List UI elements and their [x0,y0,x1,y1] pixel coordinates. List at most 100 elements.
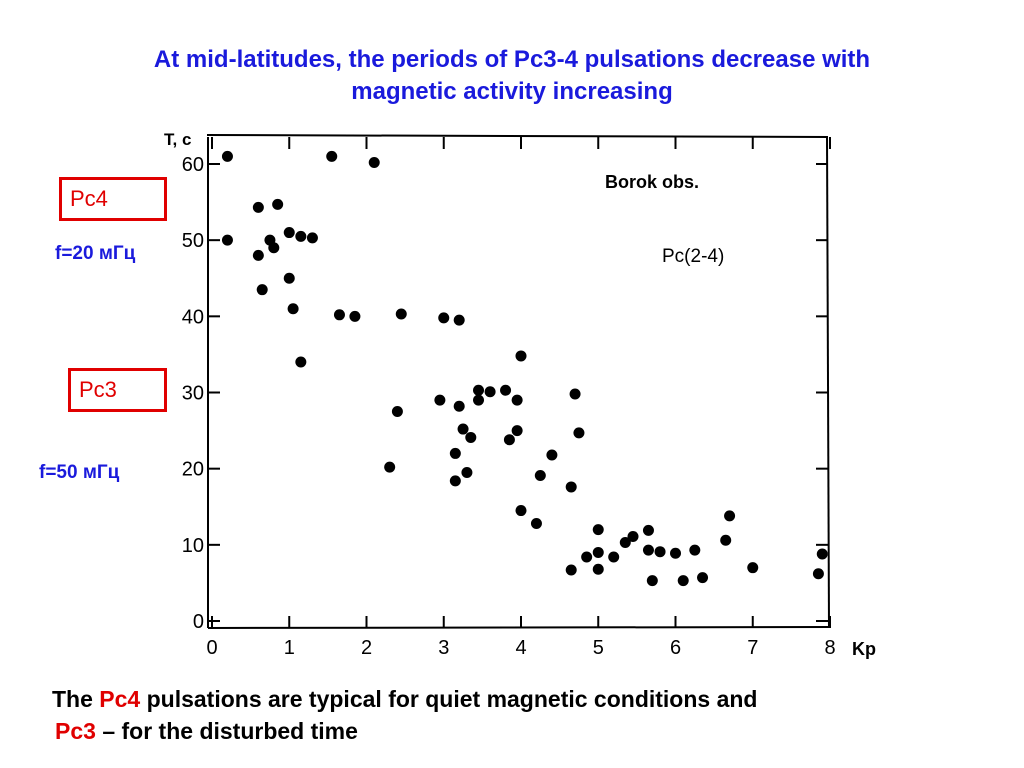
data-point [573,427,585,439]
data-point [654,546,666,558]
data-point [283,227,295,239]
data-point [747,562,759,574]
y-tick-label: 60 [182,154,204,176]
data-point [565,564,577,576]
data-point [349,310,361,322]
data-point [724,510,736,522]
y-tick-labels: 0 10 20 30 40 50 60 [182,154,204,633]
data-point [546,449,558,461]
data-point [592,546,604,558]
data-point [449,447,461,459]
data-point [689,544,701,556]
slide-title-line1: At mid-latitudes, the periods of Pc3-4 p… [153,46,871,73]
data-point [272,198,284,210]
x-tick-label: 5 [593,637,604,659]
footer-text: The Pc4 pulsations are typical for quiet… [52,683,757,747]
data-point [642,544,654,556]
data-point [295,356,307,368]
footer-pc4: Pc4 [99,686,141,712]
data-point [530,518,542,530]
data-point [720,534,732,546]
data-points [221,150,828,587]
data-point [453,314,465,326]
data-point [515,350,527,362]
data-point [511,394,523,406]
data-point [592,524,604,536]
y-tick-label: 40 [182,306,204,328]
data-point [592,563,604,575]
data-point [565,481,577,493]
x-tick-label: 7 [747,637,758,659]
data-point [391,406,403,418]
y-tick-label: 30 [182,383,204,405]
data-point [812,568,824,580]
data-point [395,308,407,320]
pc4-box: Pc4 [59,177,167,221]
y-tick-label: 10 [182,535,204,557]
data-point [534,470,546,482]
scatter-chart: 0 10 20 30 40 50 60 0 1 2 3 4 5 6 7 8 T, c Kp Borok ob… [164,130,876,659]
data-point [515,505,527,517]
pc4-frequency: f=20 мГц [55,243,136,264]
data-point [221,234,233,246]
data-point [581,551,593,563]
data-point [295,230,307,242]
data-point [670,547,681,559]
data-point [511,425,523,437]
x-tick-label: 2 [361,637,372,659]
data-point [326,150,338,162]
data-point [465,431,477,443]
y-tick-label: 0 [193,611,204,633]
station-label: Borok obs. [605,172,699,192]
footer-part1: The [52,686,100,712]
data-point [268,242,280,254]
data-point [473,394,485,406]
data-point [306,232,318,244]
x-axis-label: Kp [852,639,876,659]
data-point [503,434,515,446]
data-point [221,150,233,162]
data-point [646,575,658,587]
pc-annotation: Pc(2-4) [662,246,724,267]
pc3-frequency: f=50 мГц [39,462,120,483]
data-point [473,384,485,396]
footer-part3: – for the disturbed time [95,718,358,744]
data-point [457,423,469,435]
data-point [608,551,620,563]
pc3-label: Pc3 [79,377,117,402]
data-point [619,537,631,549]
data-point [677,575,689,587]
footer-pc3: Pc3 [55,718,96,744]
chart-frame [206,134,831,629]
data-point [569,388,581,400]
data-point [461,466,473,478]
x-tick-label: 4 [515,637,526,659]
pc4-label: Pc4 [70,186,108,211]
data-point [500,384,512,396]
data-point [287,303,299,315]
x-tick-label: 6 [670,637,681,659]
data-point [333,309,345,321]
footer-part2: pulsations are typical for quiet magneti… [140,686,758,712]
data-point [449,475,461,487]
x-tick-label: 8 [824,637,835,659]
data-point [252,201,264,213]
data-point [453,400,465,412]
pc3-box: Pc3 [68,368,167,412]
footer-line2: Pc3 – for the disturbed time [52,715,757,747]
x-tick-label: 3 [438,637,449,659]
y-tick-label: 20 [182,459,204,481]
data-point [484,386,496,398]
data-point [384,461,396,473]
y-tick-label: 50 [182,230,204,252]
x-tick-label: 0 [206,637,217,659]
data-point [252,249,264,261]
x-tick-label: 1 [284,637,295,659]
data-point [627,530,639,542]
data-point [256,284,268,296]
data-point [283,272,295,284]
slide-title: At mid-latitudes, the periods of Pc3-4 p… [60,44,964,108]
data-point [434,394,446,406]
y-axis-label: T, c [164,130,191,149]
data-point [816,548,828,560]
